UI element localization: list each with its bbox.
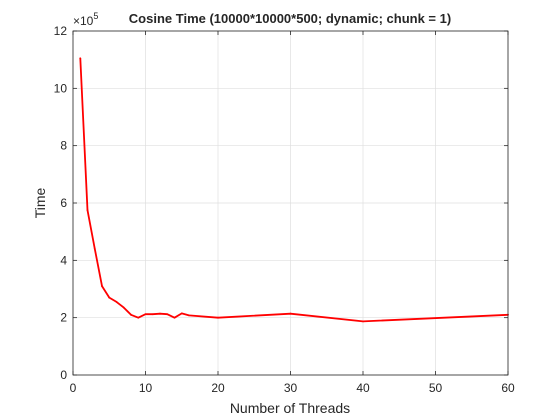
data-point (108, 296, 111, 299)
data-point (166, 313, 169, 316)
y-tick-label: 6 (60, 196, 67, 210)
data-point (137, 316, 140, 319)
data-point (173, 316, 176, 319)
data-point (93, 247, 96, 250)
y-tick-label: 12 (54, 24, 68, 38)
x-ticks: 0 10 20 30 40 50 60 (70, 31, 515, 395)
x-tick-label: 40 (356, 381, 370, 395)
data-point (180, 312, 183, 315)
y-ticks: 0 2 4 6 8 10 12 (54, 24, 508, 382)
y-tick-label: 2 (60, 311, 67, 325)
data-point (122, 306, 125, 309)
y-tick-label: 4 (60, 253, 67, 267)
data-point (159, 312, 161, 315)
x-axis-label: Number of Threads (230, 400, 350, 416)
data-point (151, 313, 154, 316)
data-point (144, 313, 147, 316)
y-exponent-base: ×10 (73, 14, 94, 28)
y-axis-label: Time (32, 187, 48, 218)
x-tick-label: 20 (211, 381, 225, 395)
series-group (79, 57, 509, 323)
data-point (188, 314, 190, 317)
x-tick-label: 50 (429, 381, 443, 395)
data-point (130, 313, 132, 316)
data-point (289, 312, 292, 315)
x-tick-label: 10 (139, 381, 153, 395)
data-point (86, 209, 89, 212)
data-point (101, 285, 103, 288)
y-exponent-label: ×105 (73, 11, 98, 28)
x-tick-label: 60 (501, 381, 515, 395)
chart-title: Cosine Time (10000*10000*500; dynamic; c… (129, 11, 451, 26)
y-tick-label: 10 (54, 81, 68, 95)
y-tick-label: 8 (60, 139, 67, 153)
y-exponent-power: 5 (93, 11, 98, 21)
data-point (217, 316, 219, 319)
x-tick-label: 0 (70, 381, 77, 395)
x-tick-label: 30 (284, 381, 298, 395)
series-line (79, 58, 509, 323)
data-point (79, 57, 82, 60)
data-point (362, 320, 364, 323)
data-point (115, 301, 118, 303)
y-tick-label: 0 (60, 368, 67, 382)
